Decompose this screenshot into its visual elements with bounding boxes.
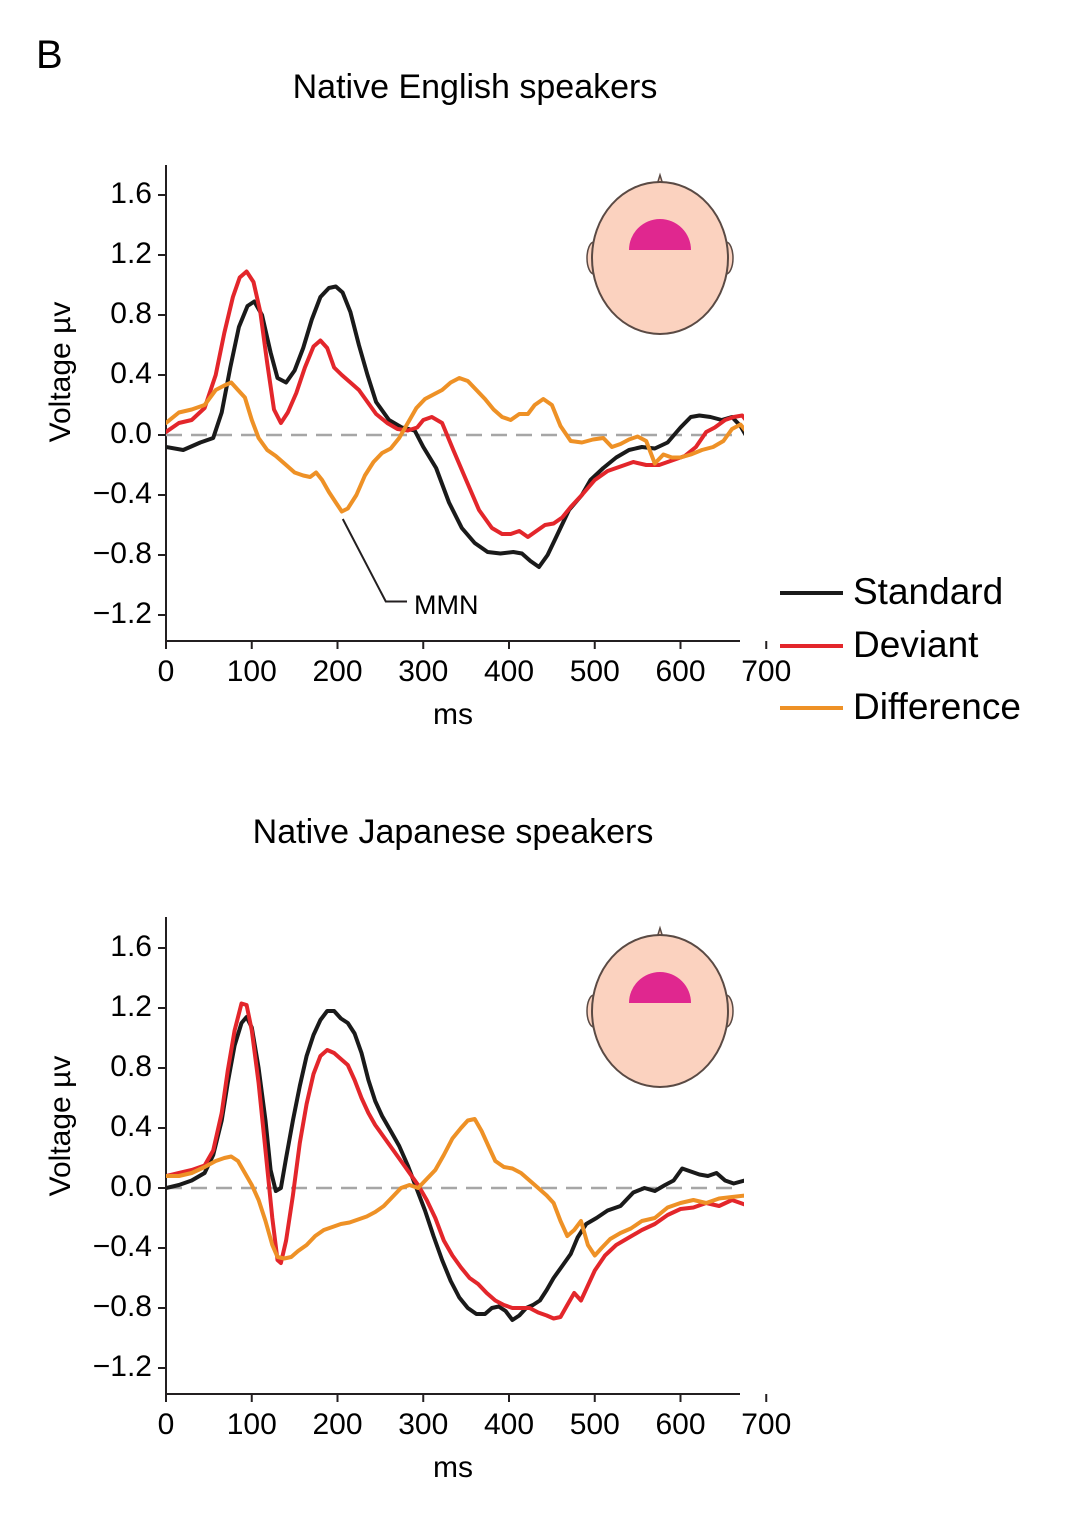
y-axis-label: Voltage µv [44,302,77,443]
chart-native-japanese: Native Japanese speakers 1.6 1.2 0.8 0.4 0.0… [44,813,791,1484]
y-tick-label: 0.0 [110,1170,152,1203]
x-tick-label: 700 [741,655,791,688]
x-tick-label: 0 [158,1408,175,1441]
x-tick-label: 500 [570,1408,620,1441]
y-tick-label: 0.4 [110,357,152,390]
legend-item-deviant: Deviant [780,624,979,665]
x-tick-label: 200 [312,655,362,688]
series-line-difference [166,1117,744,1261]
y-tick-label: 1.6 [110,177,152,210]
x-axis-label: ms [433,1451,473,1484]
y-tick-label: −0.4 [93,477,152,510]
series-line-difference [166,376,744,514]
y-axis-label: Voltage µv [44,1056,77,1197]
head-electrode-icon [586,925,734,1088]
y-tick-label: 1.6 [110,930,152,963]
head-electrode-icon [586,172,734,335]
x-tick-label: 600 [655,655,705,688]
legend: Standard Deviant Difference [780,571,1021,727]
chart-title: Native Japanese speakers [253,813,654,851]
y-tick-label: 0.4 [110,1110,152,1143]
y-tick-label: −0.4 [93,1230,152,1263]
legend-label: Standard [853,571,1003,612]
series-line-deviant [166,1001,744,1321]
y-tick-label: 1.2 [110,237,152,270]
legend-item-difference: Difference [780,686,1021,727]
chart-native-english: Native English speakers 1.6 1.2 0.8 0.4 0.0 −… [44,68,791,731]
x-tick-label: 700 [741,1408,791,1441]
x-axis-label: ms [433,698,473,731]
x-tick-label: 200 [312,1408,362,1441]
y-tick-label: 0.0 [110,417,152,450]
y-tick-label: 0.8 [110,1050,152,1083]
x-tick-label: 500 [570,655,620,688]
x-tick-label: 400 [484,1408,534,1441]
y-tick-label: 1.2 [110,990,152,1023]
x-tick-label: 0 [158,655,175,688]
y-tick-label: −0.8 [93,537,152,570]
x-tick-label: 100 [227,1408,277,1441]
y-tick-label: 0.8 [110,297,152,330]
frontocentral-region [629,972,691,1003]
mmn-label: MMN [414,590,478,620]
legend-item-standard: Standard [780,571,1003,612]
panel-label: B [36,33,63,77]
x-tick-label: 300 [398,1408,448,1441]
legend-label: Difference [853,686,1021,727]
frontocentral-region [629,219,691,250]
y-tick-label: −1.2 [93,1350,152,1383]
x-tick-label: 400 [484,655,534,688]
legend-label: Deviant [853,624,979,665]
y-tick-label: −0.8 [93,1290,152,1323]
chart-title: Native English speakers [293,68,658,106]
series-line-deviant [166,269,744,539]
x-tick-label: 100 [227,655,277,688]
series-line-standard [166,284,744,569]
mmn-annotation: MMN [341,518,478,620]
x-tick-label: 300 [398,655,448,688]
x-tick-label: 600 [655,1408,705,1441]
y-tick-label: −1.2 [93,597,152,630]
series-line-standard [166,1009,744,1322]
